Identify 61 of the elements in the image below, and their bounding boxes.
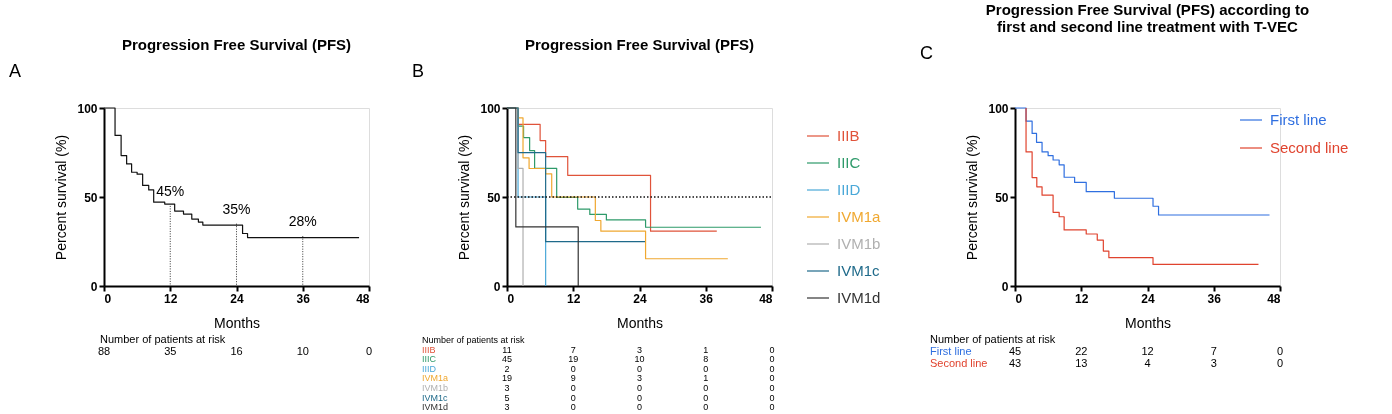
legend-label: IVM1a — [837, 208, 882, 225]
legend-label: First line — [1270, 111, 1327, 128]
text: A — [9, 61, 22, 81]
chart-title: Progression Free Survival (PFS) — [121, 36, 352, 53]
y-axis-title: Percent survival (%) — [53, 134, 70, 261]
y-tick-label: 0 — [1001, 279, 1009, 294]
text: Number of patients at risk — [930, 333, 1056, 345]
x-tick-label: 12 — [567, 291, 581, 306]
x-tick-label: 0 — [104, 291, 112, 306]
x-axis-title: Months — [214, 314, 260, 331]
legend-label: IVM1b — [837, 235, 881, 252]
text: IVM1d 3 0 0 0 0 — [422, 402, 775, 413]
x-tick-label: 0 — [507, 291, 515, 306]
x-tick-label: 12 — [164, 291, 178, 306]
y-axis-title: Percent survival (%) — [964, 134, 981, 261]
legend-label: IIIC — [837, 154, 861, 171]
text: IVM1c 5 0 0 0 0 — [422, 392, 775, 403]
annotation: 35% — [222, 200, 251, 217]
x-tick-label: 36 — [296, 291, 311, 306]
y-tick-label: 50 — [995, 190, 1009, 205]
y-tick-label: 50 — [84, 190, 98, 205]
y-tick-label: 100 — [77, 101, 98, 116]
text: Number of patients at risk — [100, 333, 226, 345]
x-axis-title: Months — [617, 314, 663, 331]
y-tick-label: 0 — [493, 279, 501, 294]
text: Number of patients at risk — [422, 335, 526, 345]
x-tick-label: 24 — [230, 291, 244, 306]
text: IIIC 45 19 10 8 0 — [422, 354, 775, 365]
x-tick-label: 24 — [1141, 291, 1155, 306]
x-tick-label: 48 — [759, 291, 773, 306]
y-axis-title: Percent survival (%) — [456, 134, 473, 261]
chart-title: Progression Free Survival (PFS) according to first and second line treatment with T-VEC — [985, 1, 1310, 35]
legend-label: Second line — [1270, 139, 1349, 156]
x-axis-title: Months — [1125, 314, 1171, 331]
text: B — [412, 61, 425, 81]
x-tick-label: 0 — [1015, 291, 1023, 306]
text: 88 35 16 10 0 — [97, 345, 373, 357]
text: First line 45 22 12 7 0 — [930, 345, 1284, 357]
legend-label: IIID — [837, 181, 861, 198]
text: IVM1b 3 0 0 0 0 — [422, 383, 775, 393]
x-tick-label: 48 — [356, 291, 370, 306]
legend-label: IVM1d — [837, 289, 881, 306]
y-tick-label: 0 — [90, 279, 98, 294]
text: IVM1a 19 9 3 1 0 — [422, 373, 775, 384]
y-tick-label: 100 — [480, 101, 501, 116]
text: IIIB 11 7 3 1 0 — [422, 344, 775, 355]
x-tick-label: 48 — [1267, 291, 1281, 306]
annotation: 28% — [288, 213, 317, 230]
x-tick-label: 36 — [1207, 291, 1222, 306]
text: IIID 2 0 0 0 0 — [422, 363, 775, 374]
annotation: 45% — [156, 182, 185, 199]
legend-label: IVM1c — [837, 262, 881, 279]
text: C — [920, 43, 933, 63]
text: Second line 43 13 4 3 0 — [930, 357, 1284, 369]
x-tick-label: 24 — [633, 291, 647, 306]
y-tick-label: 100 — [988, 101, 1009, 116]
x-tick-label: 12 — [1075, 291, 1089, 306]
y-tick-label: 50 — [487, 190, 501, 205]
x-tick-label: 36 — [699, 291, 714, 306]
legend-label: IIIB — [837, 127, 860, 144]
chart-title: Progression Free Survival (PFS) — [524, 36, 755, 53]
